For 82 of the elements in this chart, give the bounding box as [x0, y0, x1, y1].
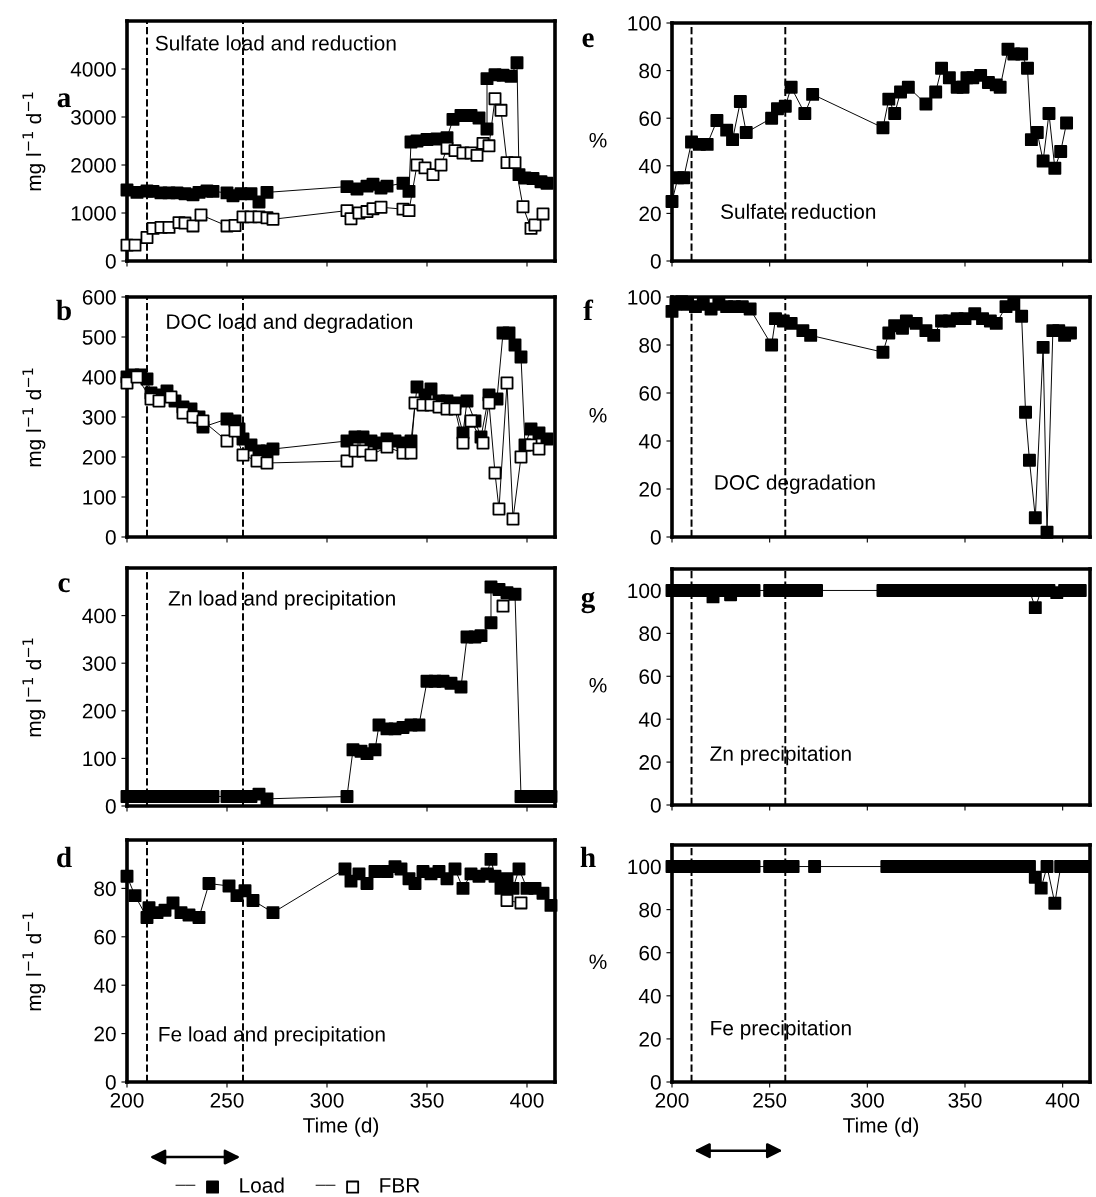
y-tick-label: 2000: [71, 158, 116, 173]
y-tick-label: 4000: [70, 62, 116, 77]
legend-label: FBR: [380, 1178, 420, 1193]
y-tick-label: 20: [94, 1026, 116, 1042]
y-tick-label: 40: [638, 988, 661, 1004]
y-tick-label: 60: [639, 386, 661, 401]
x-tick-label: 250: [210, 1092, 244, 1108]
y-tick-label: 60: [639, 111, 661, 126]
text: Sulfate reduction: [721, 203, 876, 219]
y-axis-title: mg l$^{−1}$ d$^{−1}$: [22, 92, 46, 191]
y-tick-label: 0: [105, 254, 116, 269]
y-tick-label: 0: [650, 530, 661, 545]
y-tick-label: 20: [639, 755, 661, 770]
y-tick-label: 80: [639, 338, 661, 353]
y-tick-label: 100: [628, 583, 661, 599]
y-tick-label: 300: [82, 410, 116, 425]
y-tick-label: 20: [639, 482, 661, 497]
y-tick-label: 100: [628, 859, 661, 875]
y-tick-label: 200: [82, 450, 116, 465]
x-tick-label: 300: [310, 1092, 344, 1108]
text: Zn load and precipitation: [168, 590, 395, 610]
y-tick-label: 40: [93, 978, 116, 993]
text: e: [582, 33, 594, 48]
y-tick-label: 60: [94, 929, 116, 945]
y-tick-label: 100: [83, 751, 116, 767]
text: a: [57, 93, 71, 108]
y-tick-label: 200: [82, 703, 116, 719]
y-axis-title: mg l$^{−1}$ d$^{−1}$: [22, 368, 46, 467]
y-tick-label: 300: [82, 656, 116, 671]
y-tick-label: 40: [638, 434, 661, 449]
y-tick-label: 80: [639, 63, 661, 79]
text: c: [58, 578, 70, 593]
y-tick-label: 80: [94, 881, 116, 897]
text: DOC degradation: [715, 474, 875, 494]
y-axis-title: mg l$^{−1}$ d$^{−1}$: [22, 912, 46, 1011]
text: d: [57, 846, 72, 868]
y-tick-label: 20: [639, 206, 661, 222]
y-axis-title: mg l$^{−1}$ d$^{−1}$: [22, 638, 46, 737]
y-tick-label: 100: [628, 16, 661, 31]
y-axis-title: %: [589, 677, 607, 693]
text: Fe precipitation: [711, 1020, 851, 1040]
text: Zn precipitation: [710, 745, 851, 766]
text: Fe load and precipitation: [159, 1026, 385, 1046]
y-tick-label: 400: [82, 370, 116, 385]
y-tick-label: 60: [639, 669, 661, 685]
y-tick-label: 40: [638, 158, 661, 174]
y-tick-label: 0: [650, 1075, 661, 1090]
text: f: [583, 299, 594, 321]
y-tick-label: 100: [83, 490, 116, 505]
y-tick-label: 0: [650, 798, 661, 813]
y-tick-label: 1000: [71, 206, 116, 221]
y-tick-label: 40: [638, 712, 661, 727]
x-tick-label: 400: [510, 1092, 544, 1108]
y-tick-label: 0: [105, 799, 116, 814]
text: b: [56, 299, 71, 321]
y-tick-label: 100: [628, 290, 661, 305]
y-tick-label: 0: [650, 254, 661, 269]
text: Sulfate load and reduction: [155, 35, 396, 51]
y-tick-label: 0: [105, 1075, 116, 1090]
y-axis-title: %: [589, 407, 607, 423]
y-tick-label: 0: [105, 530, 116, 545]
y-tick-label: 600: [82, 290, 116, 305]
text: g: [581, 591, 596, 614]
y-tick-label: 80: [639, 626, 661, 642]
y-tick-label: 400: [82, 608, 116, 624]
y-tick-label: 3000: [71, 110, 116, 125]
y-tick-label: 20: [639, 1031, 661, 1047]
x-tick-label: 300: [850, 1092, 884, 1108]
y-axis-title: %: [589, 954, 607, 970]
y-tick-label: 80: [639, 902, 661, 918]
text: h: [580, 846, 596, 868]
y-tick-label: 500: [82, 330, 116, 345]
x-axis-title: Time (d): [303, 1117, 379, 1137]
x-tick-label: 400: [1045, 1092, 1080, 1108]
x-tick-label: 350: [410, 1092, 444, 1108]
x-tick-label: 350: [948, 1092, 982, 1108]
y-axis-title: %: [589, 132, 607, 148]
x-axis-title: Time (d): [843, 1117, 919, 1137]
y-tick-label: 60: [639, 945, 661, 961]
text: DOC load and degradation: [167, 313, 413, 334]
legend-label: Load: [240, 1177, 284, 1193]
x-tick-label: 250: [753, 1092, 787, 1108]
